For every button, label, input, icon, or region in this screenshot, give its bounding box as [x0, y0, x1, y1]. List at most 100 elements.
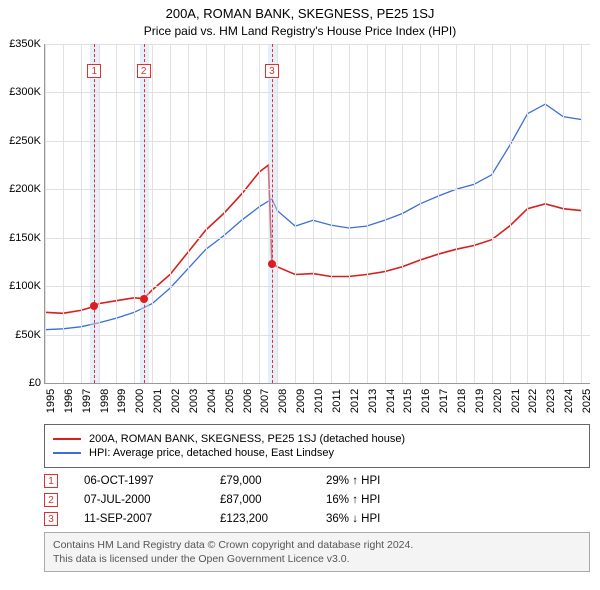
y-tick-label: £200K	[1, 183, 41, 195]
gridline-v	[563, 44, 564, 383]
gridline-v	[349, 44, 350, 383]
gridline-v	[438, 44, 439, 383]
gridline-v	[492, 44, 493, 383]
event-line	[94, 44, 95, 383]
gridline-v	[367, 44, 368, 383]
chart-subtitle: Price paid vs. HM Land Registry's House …	[0, 21, 600, 44]
series-svg	[45, 44, 590, 383]
legend-label: HPI: Average price, detached house, East…	[89, 447, 334, 459]
event-marker-box: 2	[44, 493, 58, 507]
x-tick-label: 2005	[224, 389, 236, 413]
x-tick-label: 2000	[134, 389, 146, 413]
event-date: 11-SEP-2007	[84, 513, 194, 525]
gridline-v	[331, 44, 332, 383]
event-relative: 36% ↓ HPI	[326, 513, 436, 525]
event-marker-box: 2	[137, 64, 151, 78]
gridline-h	[45, 335, 590, 336]
x-tick-label: 1996	[63, 389, 75, 413]
x-tick-label: 2010	[313, 389, 325, 413]
chart-container: 200A, ROMAN BANK, SKEGNESS, PE25 1SJ Pri…	[0, 0, 600, 590]
x-tick-label: 2007	[259, 389, 271, 413]
event-relative: 29% ↑ HPI	[326, 475, 436, 487]
gridline-v	[313, 44, 314, 383]
event-price: £123,200	[220, 513, 300, 525]
legend-swatch	[53, 438, 81, 440]
event-dot	[140, 295, 148, 303]
gridline-v	[134, 44, 135, 383]
events-row: 1 06-OCT-1997 £79,000 29% ↑ HPI	[44, 474, 590, 488]
chart-title: 200A, ROMAN BANK, SKEGNESS, PE25 1SJ	[0, 0, 600, 21]
gridline-v	[456, 44, 457, 383]
gridline-v	[242, 44, 243, 383]
event-relative: 16% ↑ HPI	[326, 494, 436, 506]
gridline-v	[295, 44, 296, 383]
x-tick-label: 1998	[99, 389, 111, 413]
gridline-h	[45, 286, 590, 287]
event-line	[272, 44, 273, 383]
events-row: 2 07-JUL-2000 £87,000 16% ↑ HPI	[44, 493, 590, 507]
event-line	[144, 44, 145, 383]
x-tick-label: 2020	[492, 389, 504, 413]
x-tick-label: 2008	[277, 389, 289, 413]
x-tick-label: 2019	[474, 389, 486, 413]
event-marker-box: 3	[265, 64, 279, 78]
event-marker-box: 1	[87, 64, 101, 78]
legend-row: 200A, ROMAN BANK, SKEGNESS, PE25 1SJ (de…	[53, 433, 581, 445]
legend-swatch	[53, 452, 81, 454]
x-tick-label: 2023	[545, 389, 557, 413]
event-price: £87,000	[220, 494, 300, 506]
y-tick-label: £300K	[1, 86, 41, 98]
gridline-v	[116, 44, 117, 383]
gridline-v	[259, 44, 260, 383]
event-marker-box: 3	[44, 512, 58, 526]
event-marker-box: 1	[44, 474, 58, 488]
gridline-v	[206, 44, 207, 383]
gridline-v	[45, 44, 46, 383]
event-price: £79,000	[220, 475, 300, 487]
x-tick-label: 2015	[402, 389, 414, 413]
x-tick-label: 2012	[349, 389, 361, 413]
gridline-h	[45, 141, 590, 142]
events-table: 1 06-OCT-1997 £79,000 29% ↑ HPI 2 07-JUL-2000…	[44, 474, 590, 526]
gridline-h	[45, 92, 590, 93]
x-tick-label: 2001	[152, 389, 164, 413]
x-tick-label: 2014	[385, 389, 397, 413]
events-row: 3 11-SEP-2007 £123,200 36% ↓ HPI	[44, 512, 590, 526]
y-tick-label: £0	[1, 377, 41, 389]
x-tick-label: 2018	[456, 389, 468, 413]
x-tick-label: 2002	[170, 389, 182, 413]
y-tick-label: £250K	[1, 135, 41, 147]
x-tick-label: 2016	[420, 389, 432, 413]
event-date: 06-OCT-1997	[84, 475, 194, 487]
gridline-v	[420, 44, 421, 383]
gridline-v	[474, 44, 475, 383]
gridline-v	[99, 44, 100, 383]
event-dot	[268, 260, 276, 268]
attribution-box: Contains HM Land Registry data © Crown c…	[44, 532, 590, 572]
gridline-v	[510, 44, 511, 383]
x-tick-label: 2022	[527, 389, 539, 413]
gridline-v	[277, 44, 278, 383]
x-tick-label: 2006	[242, 389, 254, 413]
x-tick-label: 2017	[438, 389, 450, 413]
x-tick-label: 2004	[206, 389, 218, 413]
gridline-v	[527, 44, 528, 383]
legend: 200A, ROMAN BANK, SKEGNESS, PE25 1SJ (de…	[44, 424, 590, 468]
y-tick-label: £350K	[1, 38, 41, 50]
gridline-v	[224, 44, 225, 383]
gridline-v	[545, 44, 546, 383]
x-tick-label: 2011	[331, 389, 343, 413]
gridline-h	[45, 189, 590, 190]
gridline-v	[385, 44, 386, 383]
gridline-v	[402, 44, 403, 383]
x-tick-label: 2003	[188, 389, 200, 413]
attribution-line: This data is licensed under the Open Gov…	[53, 552, 581, 566]
gridline-v	[188, 44, 189, 383]
legend-label: 200A, ROMAN BANK, SKEGNESS, PE25 1SJ (de…	[89, 433, 405, 445]
x-tick-label: 2025	[581, 389, 593, 413]
x-tick-label: 1995	[45, 389, 57, 413]
gridline-v	[63, 44, 64, 383]
attribution-line: Contains HM Land Registry data © Crown c…	[53, 538, 581, 552]
gridline-h	[45, 44, 590, 45]
event-date: 07-JUL-2000	[84, 494, 194, 506]
